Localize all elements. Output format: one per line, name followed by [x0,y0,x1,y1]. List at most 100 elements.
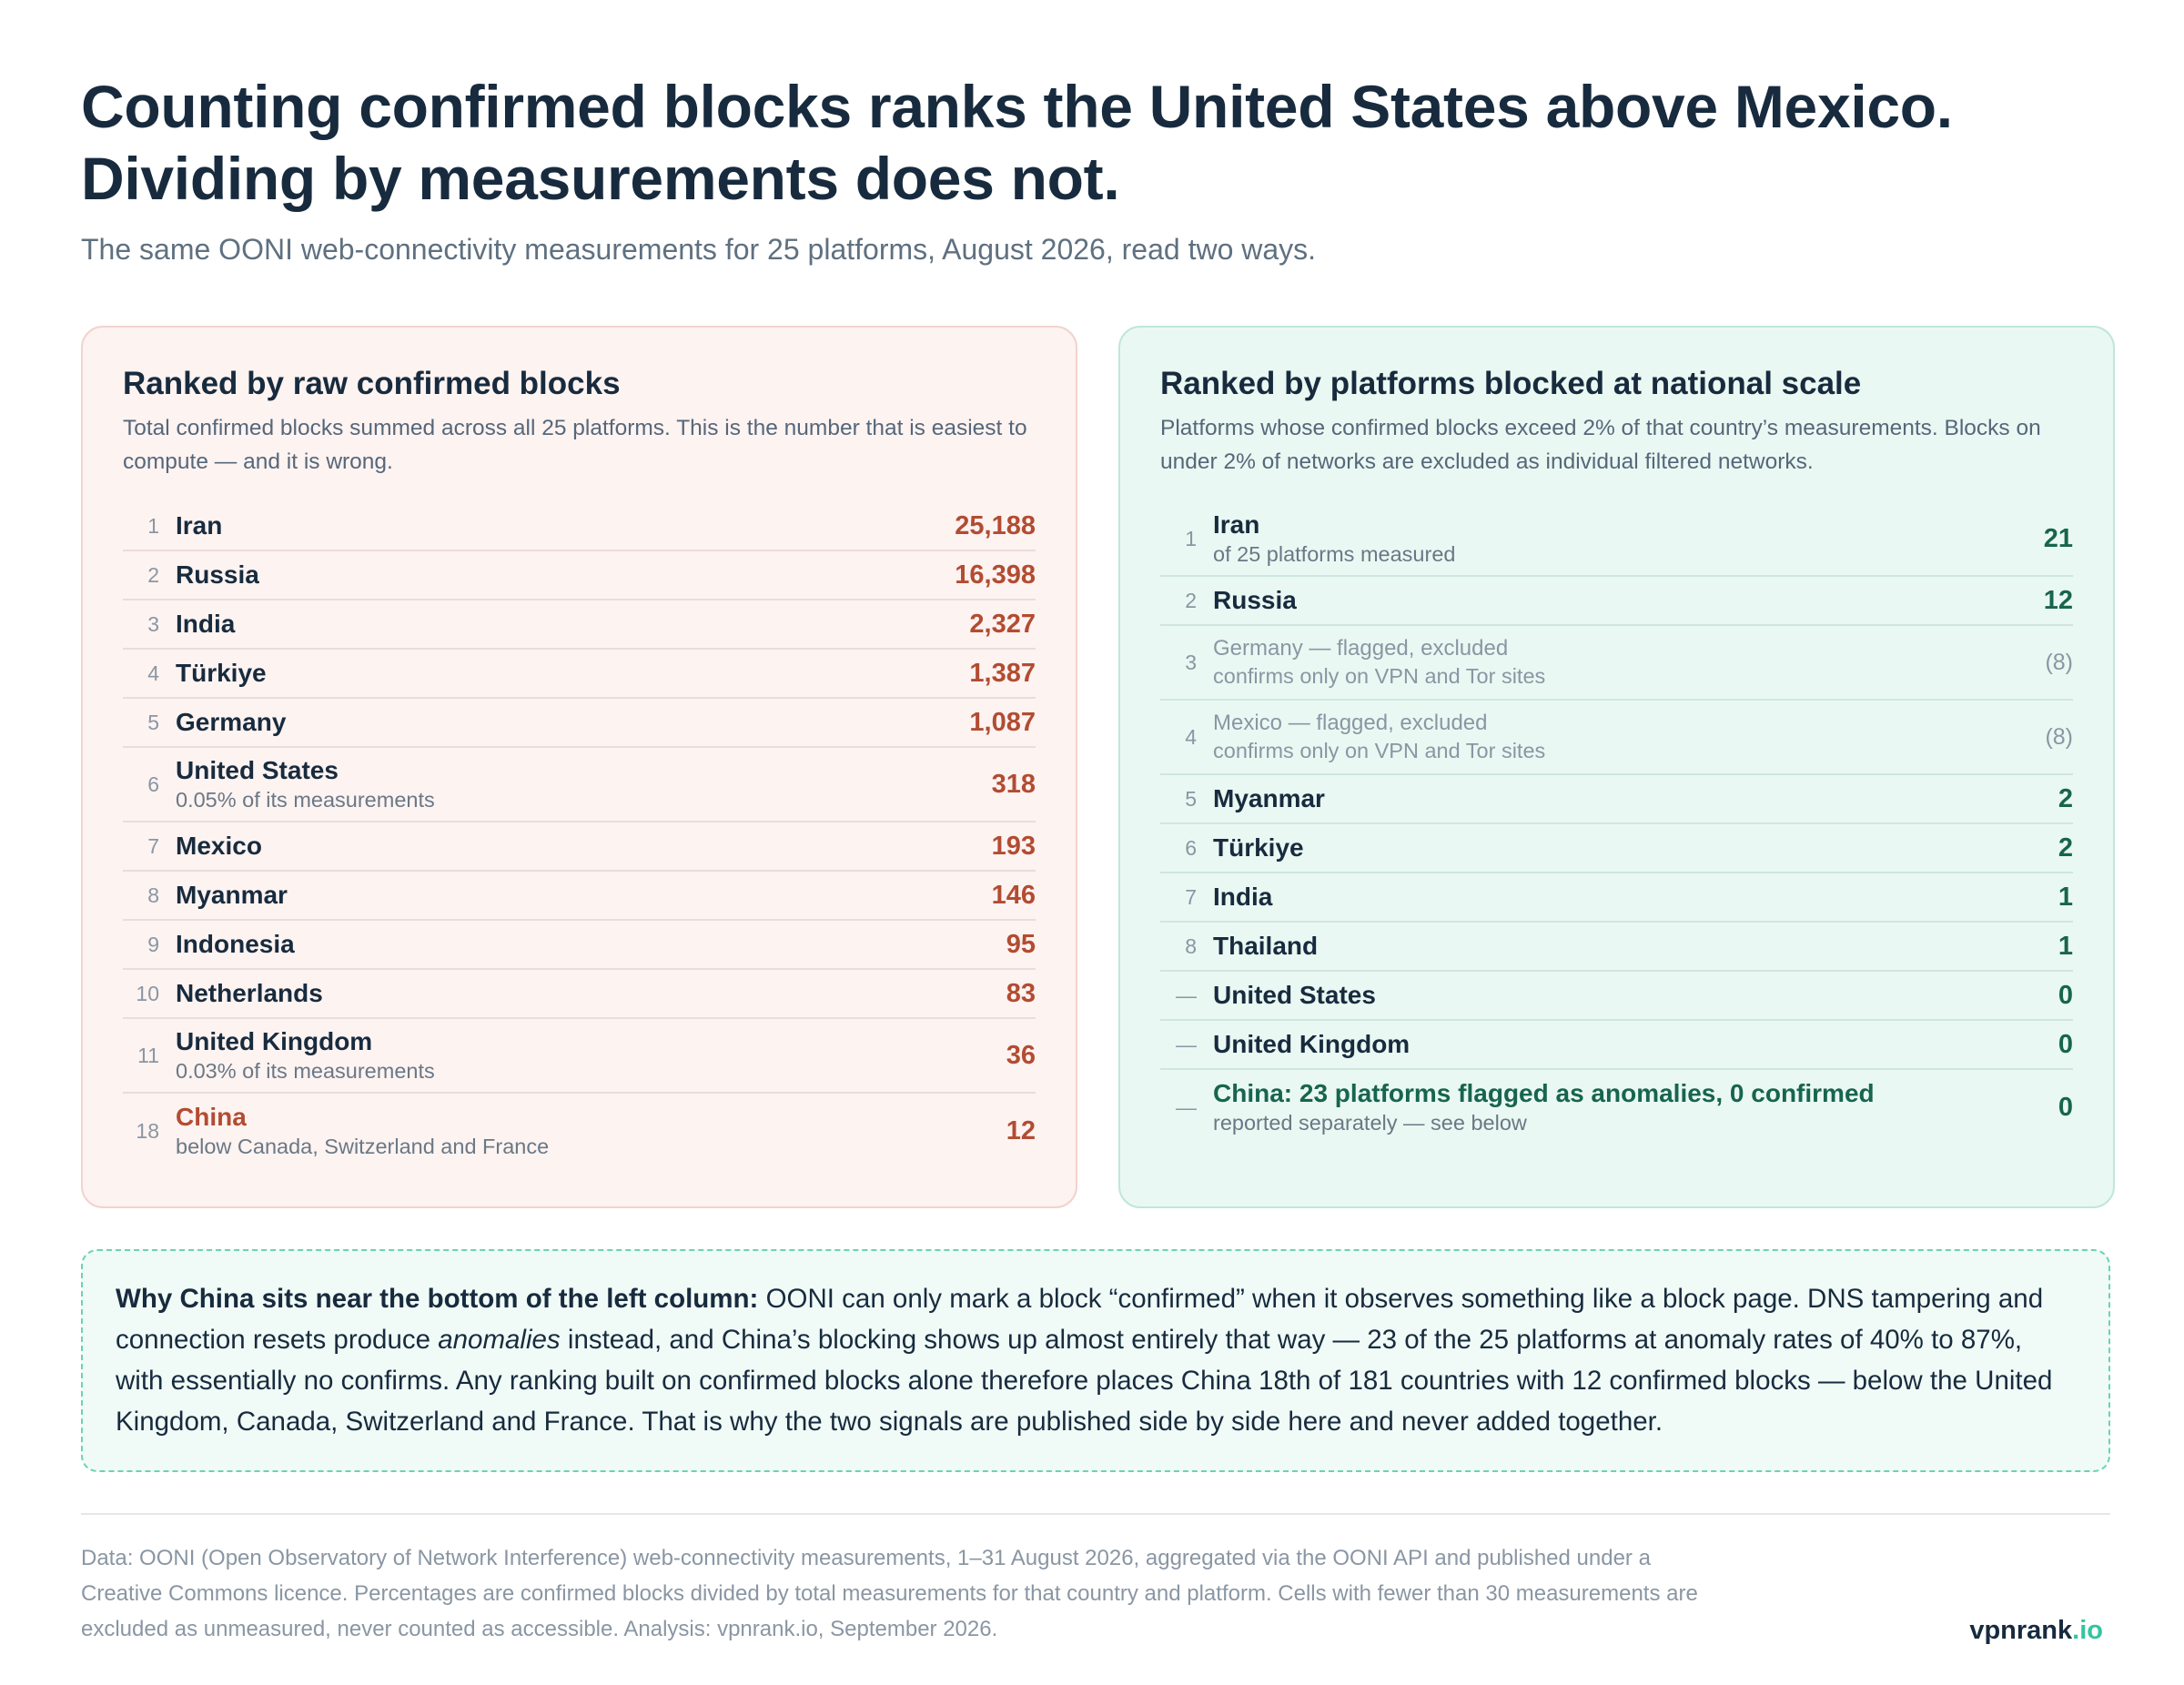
country-cell: India [1213,882,2058,913]
ranking-value: (8) [2045,649,2073,675]
country-cell: Myanmar [1213,783,2058,814]
country-cell: Mexico — flagged, excluded confirms only … [1213,710,2045,764]
note-emphasis: anomalies [438,1325,561,1355]
country-cell: Türkiye [1213,832,2058,863]
brand-tld: .io [2072,1616,2103,1645]
ranking-row: 4 Türkiye 1,387 [123,650,1036,699]
country-note: 0.05% of its measurements [176,788,435,812]
footer-divider [81,1513,2110,1515]
ranking-value: 193 [991,831,1036,861]
rank-number: 6 [147,772,159,796]
rank-number: 3 [1185,650,1197,674]
raw-blocks-title: Ranked by raw confirmed blocks [123,366,621,401]
ranking-row: 18 China below Canada, Switzerland and Fra… [123,1094,1036,1168]
ranking-row: 6 Türkiye 2 [1160,824,2073,873]
rank-number: 4 [1185,724,1197,749]
ranking-value: 0 [2058,1029,2073,1059]
country-cell: Germany [176,707,969,738]
country-name: Russia [1213,586,1297,614]
country-name: Türkiye [176,659,267,687]
ranking-value: 1,387 [969,658,1036,688]
rank-number: 8 [147,883,159,907]
country-name: Germany — flagged, excluded [1213,636,1509,661]
ranking-row: 8 Thailand 1 [1160,923,2073,972]
ranking-value: 95 [1006,929,1036,959]
ranking-value: 1 [2058,931,2073,961]
ranking-value: 16,398 [955,560,1036,590]
country-cell: China: 23 platforms flagged as anomalies… [1213,1078,2058,1136]
brand-name: vpnrank [1969,1616,2073,1645]
country-cell: Russia [176,560,955,590]
ranking-row: 1 Iran of 25 platforms measured 21 [1160,502,2073,577]
country-cell: Netherlands [176,978,1006,1009]
rank-number: 1 [147,513,159,538]
rank-number: 7 [1185,884,1197,909]
ranking-row: — United States 0 [1160,972,2073,1021]
country-note: confirms only on VPN and Tor sites [1213,664,1546,688]
rank-number: 18 [136,1118,159,1143]
ranking-row: 3 India 2,327 [123,600,1036,650]
country-name: China [176,1103,247,1131]
ranking-row: 4 Mexico — flagged, excluded confirms only… [1160,701,2073,775]
rank-number: — [1176,983,1197,1007]
headline-line-1: Counting confirmed blocks ranks the Unit… [81,73,1953,140]
ranking-row: — United Kingdom 0 [1160,1021,2073,1070]
country-name: India [1213,883,1273,911]
country-name: Mexico — flagged, excluded [1213,711,1488,735]
national-scale-title: Ranked by platforms blocked at national … [1160,366,1862,401]
country-name: United States [1213,981,1376,1009]
country-name: United States [176,756,339,784]
country-cell: United Kingdom 0.03% of its measurements [176,1026,1006,1085]
country-cell: United States [1213,980,2058,1011]
headline: Counting confirmed blocks ranks the Unit… [81,71,2110,215]
ranking-value: 2 [2058,832,2073,863]
ranking-row: 7 Mexico 193 [123,822,1036,872]
country-note: confirms only on VPN and Tor sites [1213,739,1546,762]
national-scale-list: 1 Iran of 25 platforms measured 21 2 Russia 12… [1160,502,2073,1145]
country-name: China: 23 platforms flagged as anomalies… [1213,1079,1875,1107]
ranking-row: 2 Russia 16,398 [123,551,1036,600]
country-name: Mexico [176,832,262,860]
headline-line-2: Dividing by measurements does not. [81,145,1120,212]
country-name: Netherlands [176,979,323,1007]
ranking-value: 12 [1006,1115,1036,1145]
country-name: Myanmar [176,881,288,909]
ranking-value: 21 [2043,523,2073,553]
ranking-value: 0 [2058,980,2073,1010]
country-name: India [176,610,236,638]
country-name: Russia [176,560,259,589]
rank-number: 10 [136,981,159,1005]
country-note: 0.03% of its measurements [176,1059,435,1083]
brand-logo: vpnrank.io [1969,1616,2103,1646]
source-note: Data: OONI (Open Observatory of Network … [81,1546,1698,1641]
china-explanation-note: Why China sits near the bottom of the le… [81,1249,2110,1472]
ranking-value: 146 [991,880,1036,910]
country-name: Iran [176,511,223,540]
raw-blocks-panel: Ranked by raw confirmed blocks Total con… [81,326,1077,1208]
rank-number: 3 [147,611,159,636]
ranking-row: — China: 23 platforms flagged as anomalie… [1160,1070,2073,1145]
ranking-row: 3 Germany — flagged, excluded confirms onl… [1160,626,2073,701]
rank-number: 5 [147,710,159,734]
country-cell: United States 0.05% of its measurements [176,755,992,813]
country-cell: United Kingdom [1213,1029,2058,1060]
rank-number: 11 [137,1043,159,1067]
ranking-row: 11 United Kingdom 0.03% of its measurement… [123,1019,1036,1094]
rank-number: 1 [1185,526,1197,550]
country-cell: Türkiye [176,658,969,689]
country-name: United Kingdom [176,1027,373,1055]
ranking-row: 7 India 1 [1160,873,2073,923]
ranking-value: 2,327 [969,609,1036,639]
country-name: Germany [176,708,287,736]
ranking-row: 6 United States 0.05% of its measurements 3… [123,748,1036,822]
subtitle: The same OONI web-connectivity measureme… [81,233,1317,266]
ranking-row: 1 Iran 25,188 [123,502,1036,551]
rank-number: 9 [147,932,159,956]
country-note: reported separately — see below [1213,1111,1527,1135]
country-cell: Mexico [176,831,992,862]
ranking-value: (8) [2045,723,2073,750]
ranking-row: 2 Russia 12 [1160,577,2073,626]
rank-number: 6 [1185,835,1197,860]
rank-number: — [1176,1032,1197,1056]
rank-number: 4 [147,661,159,685]
